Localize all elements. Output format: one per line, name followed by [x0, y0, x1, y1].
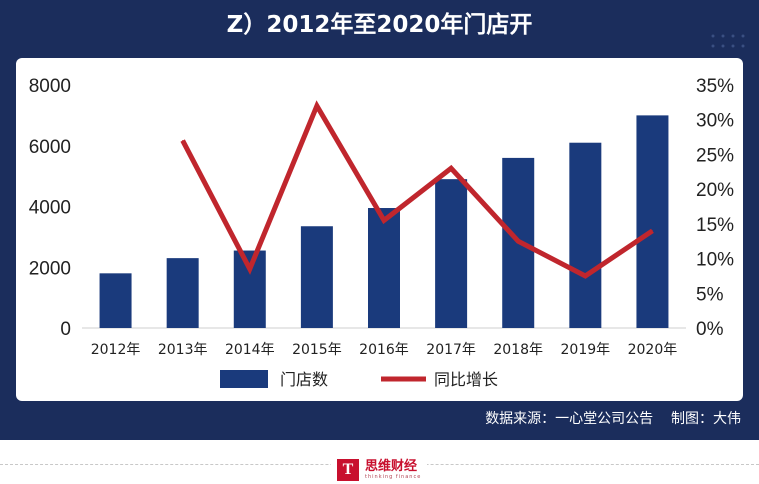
growth-point: [517, 240, 519, 242]
y-right-tick-label: 30%: [696, 111, 734, 132]
y-left-tick-label: 6000: [29, 137, 71, 158]
brand-text: 思维财经 thinking finance: [365, 459, 421, 481]
bar-2015年: [300, 226, 333, 328]
x-tick-label: 2013年: [158, 342, 208, 358]
chart-frame: Z）2012年至2020年门店开 0 2000 4000 6000 8000 0% 5% 10…: [0, 0, 759, 440]
bar-2019年: [569, 142, 602, 328]
y-left-tick-label: 4000: [29, 198, 71, 219]
brand-mark: T 思维财经 thinking finance: [331, 456, 428, 484]
x-tick-label: 2020年: [628, 342, 678, 358]
bar-2020年: [636, 115, 669, 328]
brand-tagline: thinking finance: [365, 474, 422, 480]
decorative-dots: [711, 34, 745, 48]
y-right-tick-label: 5%: [696, 284, 724, 305]
bar-2017年: [435, 179, 468, 328]
y-right-tick-label: 10%: [696, 250, 734, 271]
growth-point: [249, 268, 251, 270]
y-right-tick-label: 15%: [696, 215, 734, 236]
brand-logo-icon: T: [337, 459, 359, 481]
x-tick-label: 2012年: [91, 342, 141, 358]
y-left-tick-label: 2000: [29, 258, 71, 279]
chart-panel: 0 2000 4000 6000 8000 0% 5% 10% 15% 20% 25% 30% 35% 2…: [16, 58, 743, 401]
growth-point: [316, 105, 318, 107]
growth-point: [450, 167, 452, 169]
growth-point: [182, 140, 184, 142]
x-tick-label: 2018年: [493, 342, 543, 358]
legend-label-line: 同比增长: [434, 370, 498, 389]
growth-line: [180, 100, 654, 279]
growth-point: [383, 219, 385, 221]
y-right-tick-label: 35%: [696, 76, 734, 97]
legend-label-bars: 门店数: [280, 370, 328, 389]
y-right-tick-label: 25%: [696, 145, 734, 166]
legend-swatch-bars: [220, 370, 268, 388]
bar-2013年: [166, 258, 199, 328]
brand-name: 思维财经: [365, 459, 418, 474]
chart-title: Z）2012年至2020年门店开: [226, 12, 533, 38]
bar-2014年: [233, 250, 266, 328]
growth-point: [651, 230, 653, 232]
growth-point: [584, 275, 586, 277]
combo-chart: 0 2000 4000 6000 8000 0% 5% 10% 15% 20% 25% 30% 35% 2…: [29, 76, 734, 389]
x-tick-label: 2017年: [426, 342, 476, 358]
bar-2016年: [368, 208, 400, 328]
x-tick-label: 2016年: [359, 342, 409, 358]
x-tick-label: 2014年: [225, 342, 275, 358]
x-tick-label: 2015年: [292, 342, 342, 358]
y-left-tick-label: 0: [60, 319, 71, 340]
source-note: 数据来源：一心堂公司公告 制图：大伟: [485, 411, 741, 427]
y-left-tick-label: 8000: [29, 76, 71, 97]
y-right-tick-label: 20%: [696, 180, 734, 201]
bar-2012年: [99, 273, 132, 328]
y-right-tick-label: 0%: [696, 319, 724, 340]
x-tick-label: 2019年: [561, 342, 611, 358]
